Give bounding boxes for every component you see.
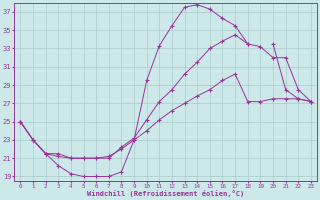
X-axis label: Windchill (Refroidissement éolien,°C): Windchill (Refroidissement éolien,°C) bbox=[87, 190, 244, 197]
